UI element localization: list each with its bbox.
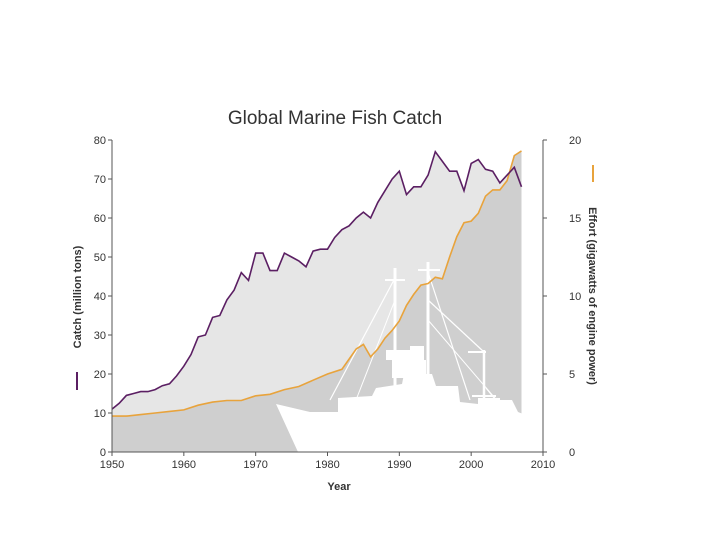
x-tick-label: 1990 xyxy=(387,459,411,471)
x-tick-label: 2010 xyxy=(531,459,555,471)
left-y-axis-label: Catch (million tons) xyxy=(72,245,84,348)
y-tick-label: 60 xyxy=(94,213,106,225)
x-tick-label: 2000 xyxy=(459,459,483,471)
x-tick-label: 1950 xyxy=(100,459,124,471)
x-axis-label: Year xyxy=(327,481,351,493)
x-tick-label: 1970 xyxy=(243,459,267,471)
y-tick-label: 20 xyxy=(94,369,106,381)
y-tick-label: 80 xyxy=(94,135,106,147)
x-tick-label: 1980 xyxy=(315,459,339,471)
x-ticks: 1950 1960 1970 1980 1990 2000 2010 xyxy=(100,452,555,471)
y2-tick-label: 5 xyxy=(569,369,575,381)
chart-title: Global Marine Fish Catch xyxy=(228,108,442,129)
y-tick-label: 10 xyxy=(94,408,106,420)
effort-line xyxy=(112,150,522,417)
left-y-ticks: 0 10 20 30 40 50 60 70 80 xyxy=(94,135,112,459)
fishing-trawler-silhouette xyxy=(276,262,528,452)
y2-tick-label: 15 xyxy=(569,213,581,225)
y2-tick-label: 10 xyxy=(569,291,581,303)
right-y-ticks: 0 5 10 15 20 xyxy=(543,135,581,459)
y2-tick-label: 20 xyxy=(569,135,581,147)
y-tick-label: 50 xyxy=(94,252,106,264)
x-tick-label: 1960 xyxy=(172,459,196,471)
line-layer xyxy=(111,149,523,417)
right-y-axis-label: Effort (gigawatts of engine power) xyxy=(586,207,598,385)
y2-tick-label: 0 xyxy=(569,447,575,459)
y-tick-label: 70 xyxy=(94,174,106,186)
y-tick-label: 30 xyxy=(94,330,106,342)
y-tick-label: 0 xyxy=(100,447,106,459)
catch-line xyxy=(111,149,523,410)
y-tick-label: 40 xyxy=(94,291,106,303)
